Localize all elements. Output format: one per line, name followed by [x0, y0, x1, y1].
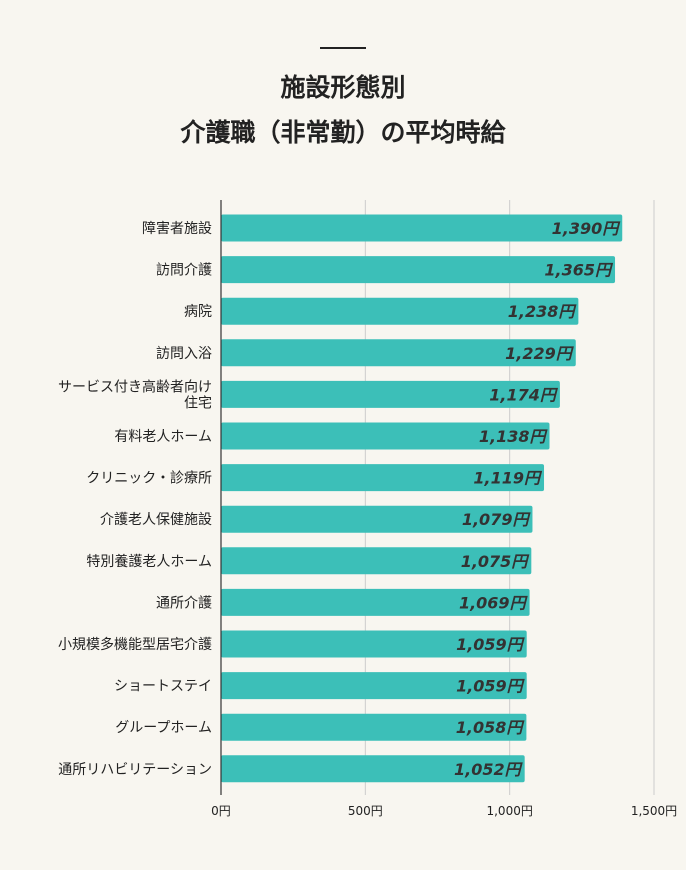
category-label: 訪問入浴: [156, 346, 212, 362]
bar: [221, 547, 532, 575]
category-label: 障害者施設: [142, 221, 212, 237]
data-label: 1,229円: [505, 344, 575, 363]
data-label: 1,075円: [461, 552, 531, 571]
bar: [221, 755, 525, 783]
data-label: 1,059円: [456, 677, 526, 696]
category-label: 病院: [184, 304, 212, 320]
bar: [221, 588, 530, 616]
data-label: 1,052円: [454, 760, 524, 779]
category-label: サービス付き高齢者向け住宅: [58, 378, 212, 411]
category-label: 通所リハビリテーション: [58, 762, 212, 778]
bar: [221, 464, 545, 492]
bar: [221, 256, 616, 284]
chart-title-line-2: 介護職（非常勤）の平均時給: [180, 118, 506, 147]
bar: [221, 380, 560, 408]
category-label: 介護老人保健施設: [100, 512, 212, 528]
bar: [221, 713, 527, 741]
data-label: 1,119円: [473, 469, 543, 488]
bar: [221, 339, 576, 367]
category-label: 訪問介護: [156, 263, 212, 279]
category-label: 有料老人ホーム: [114, 429, 212, 445]
data-label: 1,058円: [456, 718, 526, 737]
data-label: 1,390円: [552, 219, 622, 238]
x-tick-label: 0円: [211, 804, 231, 818]
x-tick-label: 500円: [348, 804, 383, 818]
title-rule: [320, 47, 366, 49]
data-label: 1,059円: [456, 635, 526, 654]
chart-title-line-1: 施設形態別: [280, 73, 406, 102]
x-tick-label: 1,000円: [486, 804, 532, 818]
data-label: 1,138円: [479, 427, 549, 446]
bar: [221, 505, 533, 533]
category-label: ショートステイ: [114, 679, 212, 695]
data-label: 1,079円: [462, 510, 532, 529]
bar: [221, 214, 623, 242]
category-label: クリニック・診療所: [86, 470, 212, 487]
bar: [221, 422, 550, 450]
category-label: 小規模多機能型居宅介護: [58, 636, 212, 653]
bar: [221, 297, 579, 325]
bar: [221, 630, 527, 658]
data-label: 1,365円: [544, 261, 614, 280]
category-label: グループホーム: [115, 720, 212, 736]
data-label: 1,069円: [459, 593, 529, 612]
bar: [221, 672, 527, 700]
data-label: 1,174円: [489, 385, 559, 404]
x-tick-label: 1,500円: [631, 804, 677, 818]
category-label: 特別養護老人ホーム: [86, 553, 212, 570]
category-label: 通所介護: [156, 595, 212, 611]
data-label: 1,238円: [508, 302, 578, 321]
